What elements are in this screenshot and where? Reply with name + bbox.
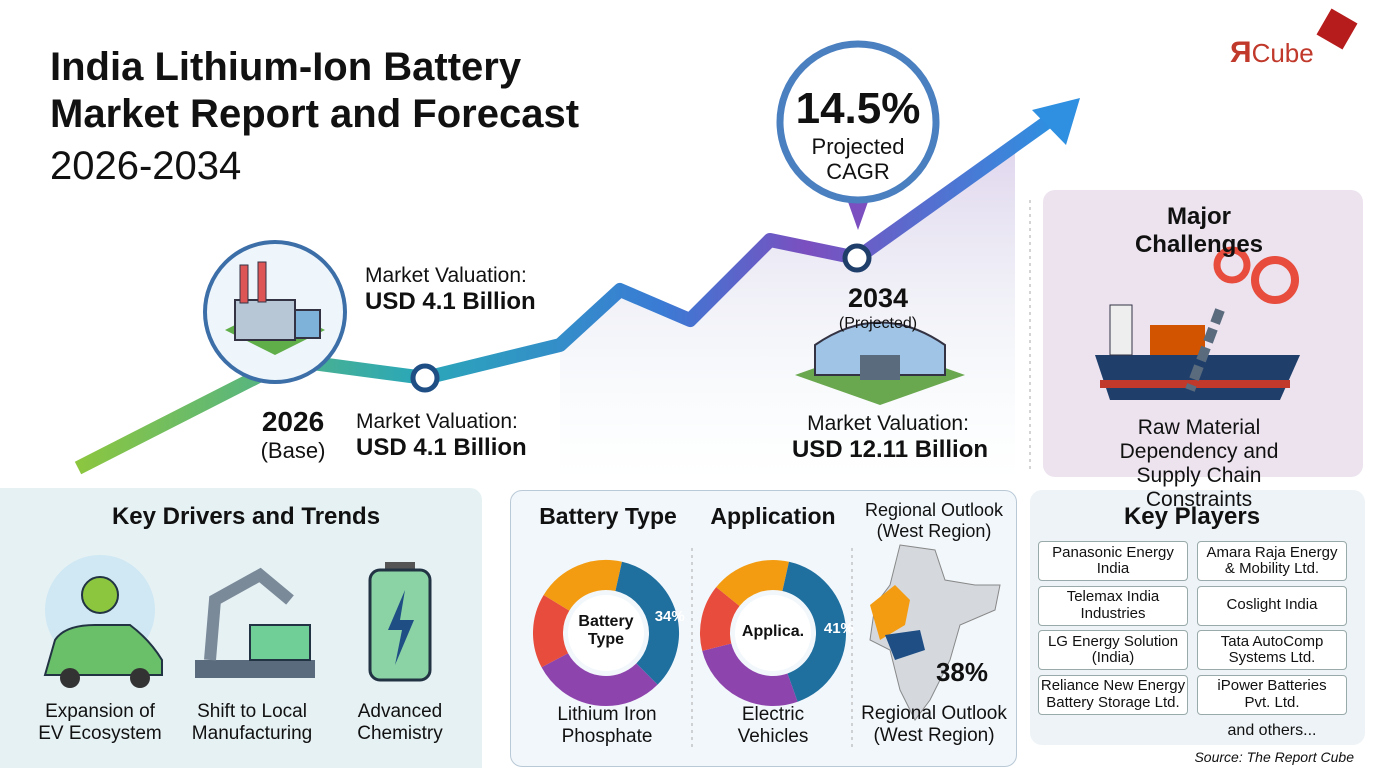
valuation-value: USD 12.11 Billion [791, 436, 989, 463]
valuation-label: Market Valuation: [365, 264, 527, 287]
player: Telemax India Industries [1038, 585, 1188, 626]
donut-remainder [541, 652, 658, 706]
projected-year: 2034 [847, 283, 909, 313]
players-more: and others... [1227, 722, 1317, 739]
ship-icon [1095, 246, 1300, 400]
ev-icon [43, 555, 163, 688]
logo-mark: Я [1230, 36, 1252, 69]
warehouse-icon [795, 321, 965, 405]
segment-title: Battery Type [539, 503, 677, 529]
player: Tata AutoComp Systems Ltd. [1197, 630, 1347, 670]
valuation-label: Market Valuation: [356, 410, 518, 433]
donut-value: 41% [823, 620, 854, 638]
donut-hole [568, 595, 644, 671]
donut-remainder [533, 595, 570, 668]
base-note: (Base) [260, 438, 326, 463]
trend-arrow [1032, 98, 1080, 145]
logo-text: Cube [1251, 38, 1314, 68]
challenges-title: Major Challenges [1134, 203, 1264, 258]
driver-label: Advanced Chemistry [357, 701, 443, 744]
donut-center: Applica. [741, 623, 805, 640]
segment-label: Electric Vehicles [737, 704, 809, 747]
regional-label: Regional Outlook (West Region) [861, 703, 1007, 746]
projected-note: (Projected) [838, 315, 918, 332]
challenges-text: Raw Material Dependency and Supply Chain… [1119, 416, 1279, 512]
cagr-bubble [776, 40, 940, 204]
trend-line [74, 114, 1055, 475]
player: Panasonic Energy India [1038, 541, 1188, 581]
cagr-label: Projected CAGR [811, 134, 905, 185]
player: iPower Batteries Pvt. Ltd. [1197, 674, 1347, 715]
regional-value: 38% [935, 657, 989, 687]
donut-hole [735, 595, 811, 671]
base-year: 2026 [261, 406, 325, 437]
player: Reliance New Energy Battery Storage Ltd. [1038, 674, 1188, 715]
donut-value: 34% [654, 607, 685, 625]
donut-remainder [702, 642, 798, 706]
india-map [869, 544, 1001, 721]
donut-remainder [543, 560, 622, 612]
donut-segment [781, 561, 846, 702]
donut-remainder [716, 560, 789, 607]
regional-title: Regional Outlook (West Region) [864, 500, 1004, 541]
donut-remainder [700, 587, 740, 651]
node [842, 243, 872, 273]
donut-center: Battery Type [578, 613, 634, 649]
player: Amara Raja Energy & Mobility Ltd. [1197, 541, 1347, 581]
driver-label: Shift to Local Manufacturing [191, 701, 313, 744]
logo: ЯCube [1230, 36, 1314, 71]
drivers-title: Key Drivers and Trends [111, 503, 381, 530]
segment-label: Lithium Iron Phosphate [557, 704, 657, 747]
valuation-value: USD 4.1 Billion [356, 434, 527, 461]
years: 2026-2034 [50, 144, 242, 188]
donut-segment [614, 561, 679, 685]
players-title: Key Players [1123, 503, 1261, 530]
title: India Lithium-Ion Battery Market Report … [50, 45, 580, 136]
segment-title: Application [710, 503, 836, 529]
battery-icon [368, 562, 432, 682]
valuation-label: Market Valuation: [807, 412, 969, 435]
player: Coslight India [1197, 585, 1347, 626]
valuation-value: USD 4.1 Billion [365, 288, 536, 315]
node [410, 363, 440, 393]
robot-icon [195, 567, 315, 678]
source: Source: The Report Cube [1194, 749, 1354, 765]
cagr-value: 14.5% [795, 84, 921, 133]
player: LG Energy Solution (India) [1038, 630, 1188, 670]
factory-icon [225, 261, 325, 355]
driver-label: Expansion of EV Ecosystem [38, 701, 162, 744]
